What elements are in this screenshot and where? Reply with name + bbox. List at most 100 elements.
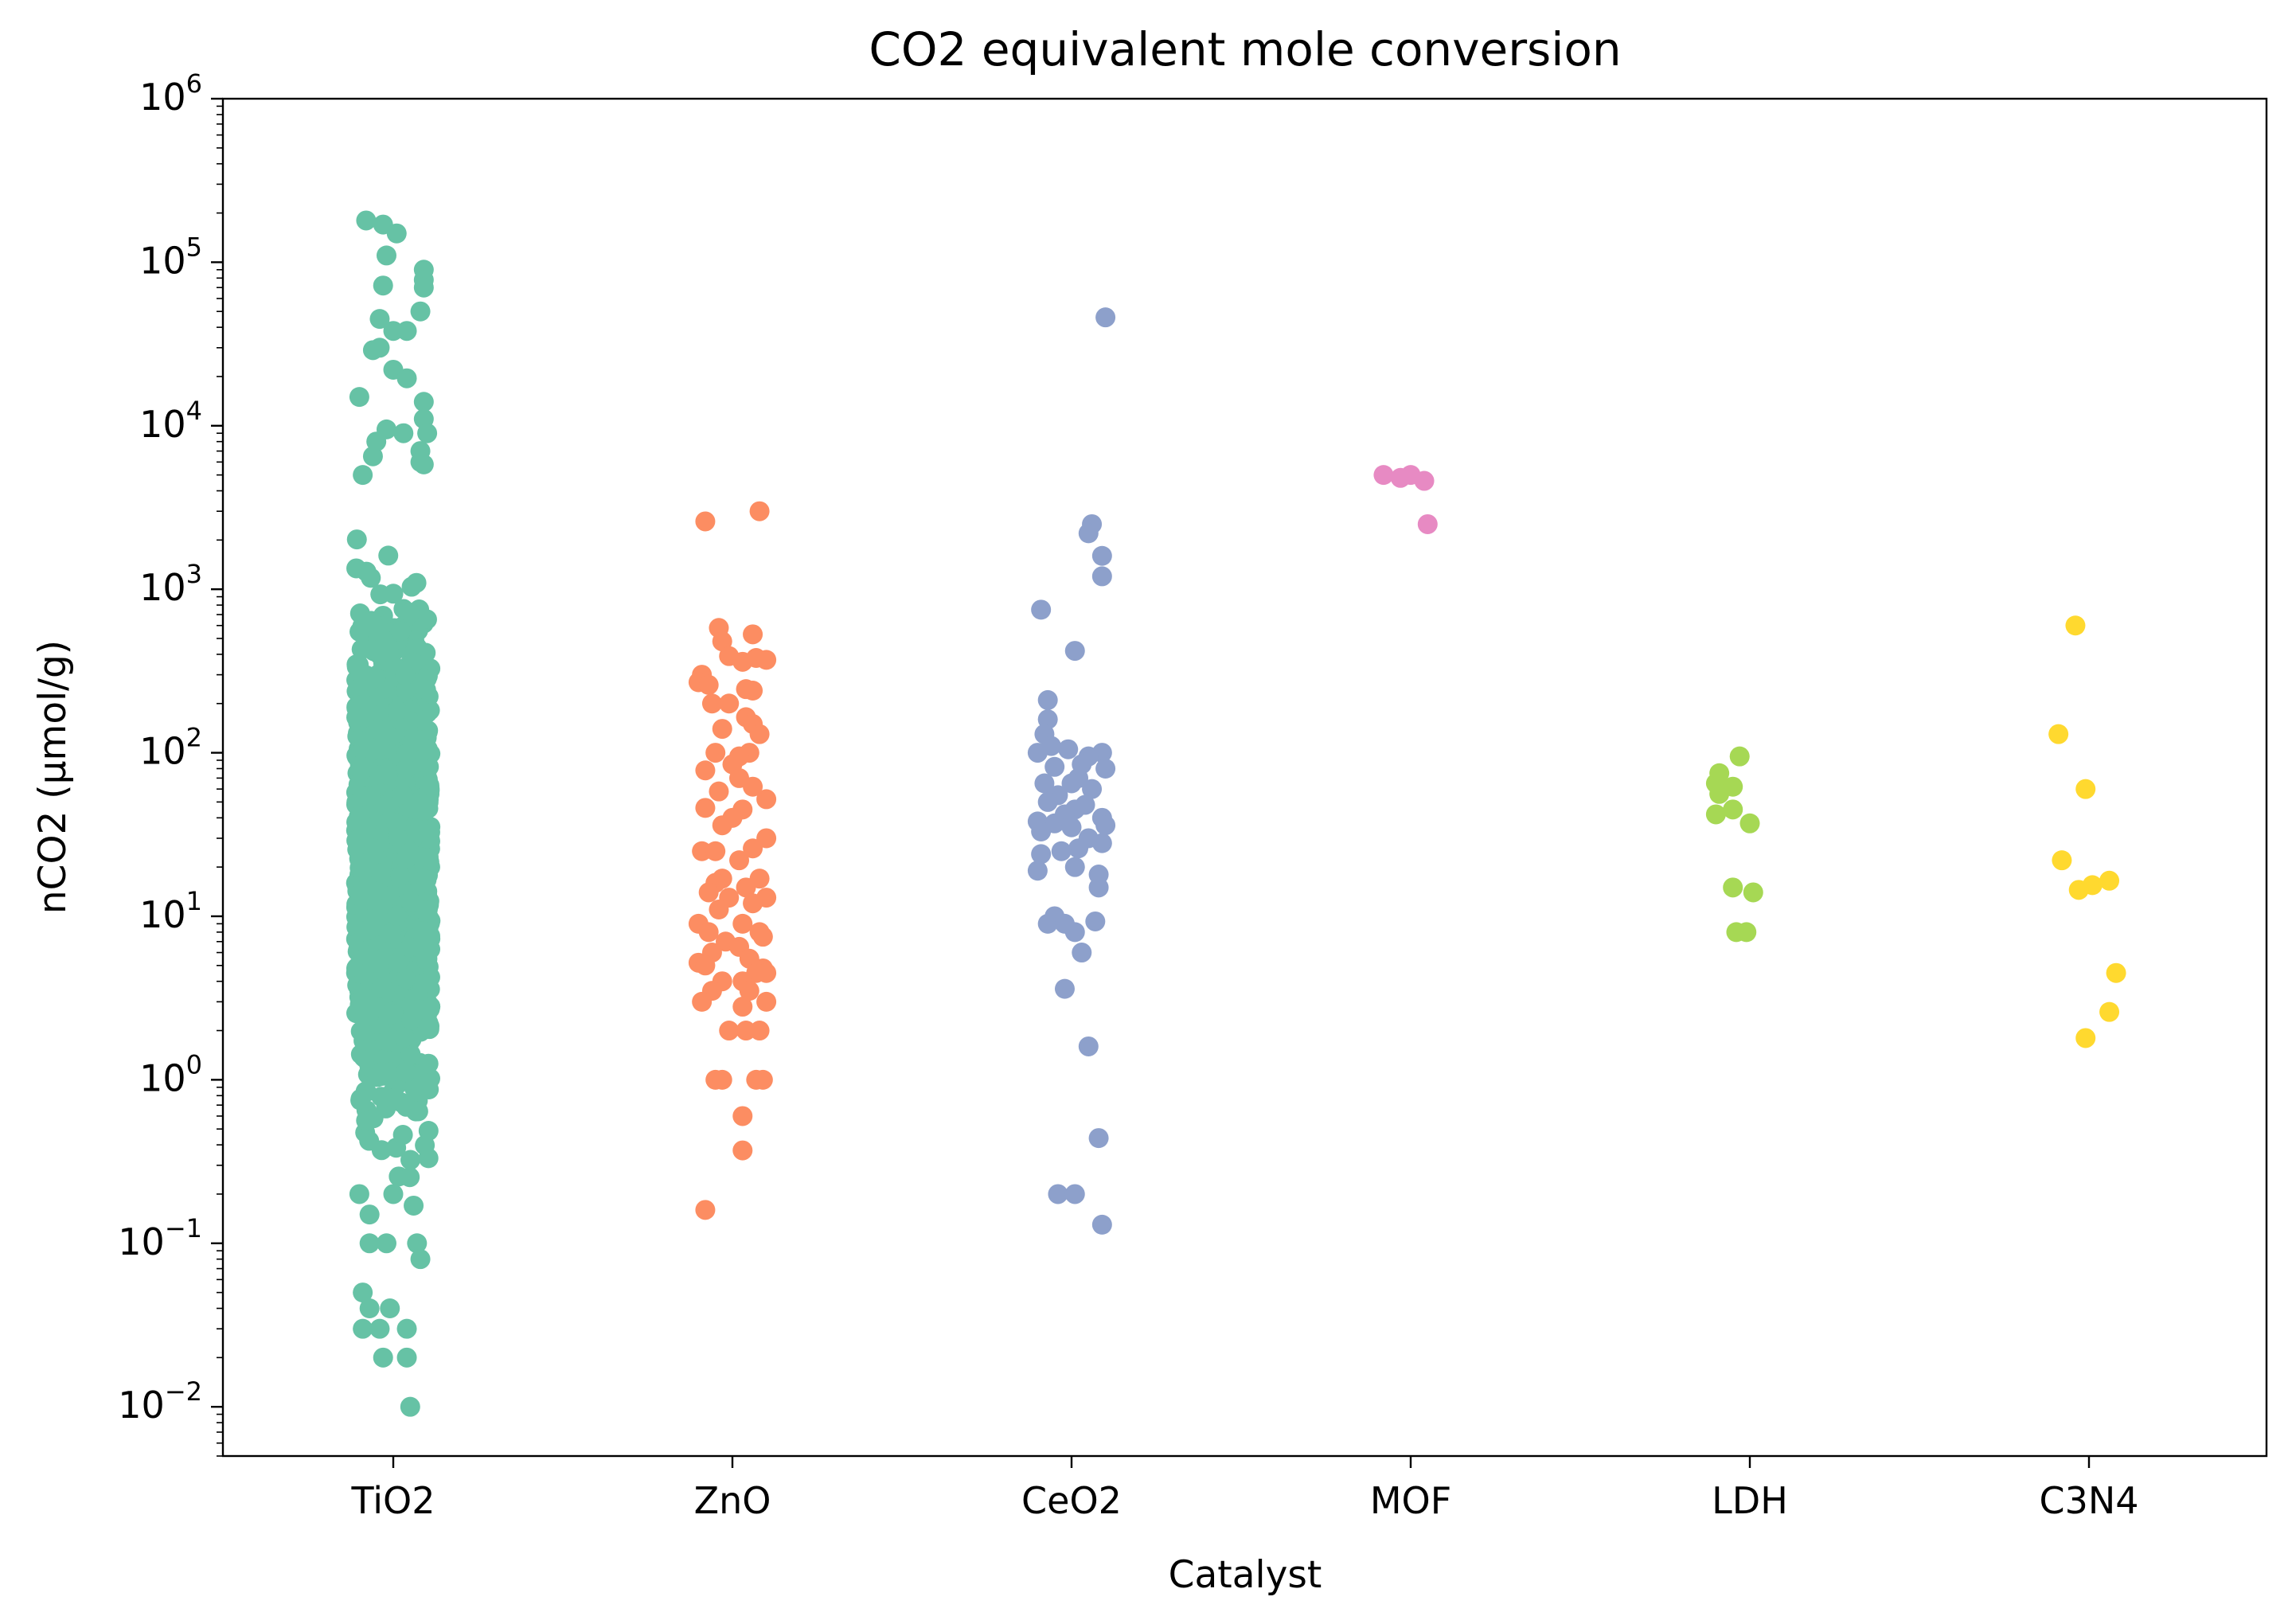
- data-point: [1027, 743, 1048, 763]
- data-point: [350, 1021, 371, 1041]
- data-point: [390, 866, 411, 887]
- data-point: [386, 813, 407, 833]
- data-point: [1034, 773, 1055, 794]
- data-point: [359, 1298, 380, 1319]
- data-point: [387, 701, 408, 721]
- data-point: [732, 913, 753, 934]
- data-point: [371, 1062, 392, 1083]
- data-point: [395, 968, 416, 989]
- data-point: [418, 1053, 439, 1074]
- data-point: [371, 978, 392, 998]
- data-point: [1088, 877, 1109, 898]
- data-point: [349, 387, 369, 408]
- data-point: [404, 1195, 424, 1216]
- data-point: [749, 724, 770, 744]
- data-point: [732, 997, 753, 1017]
- data-point: [415, 1135, 435, 1156]
- data-point: [371, 863, 392, 884]
- y-axis-ticks: 10−2 10−1 100 101 102 103 104 105 106: [118, 68, 223, 1457]
- data-point: [383, 321, 404, 342]
- data-point: [695, 955, 716, 976]
- data-point: [362, 340, 383, 361]
- x-axis-label: Catalyst: [1169, 1553, 1322, 1597]
- data-point: [695, 511, 716, 532]
- data-point: [1095, 815, 1116, 836]
- series-tio2: [346, 210, 441, 1417]
- data-point: [353, 880, 373, 901]
- data-point: [406, 572, 427, 593]
- data-point: [705, 841, 726, 861]
- data-point: [387, 952, 408, 973]
- data-point: [1061, 817, 1082, 837]
- y-tick-label: 105: [139, 232, 202, 282]
- data-point: [396, 368, 417, 388]
- data-point: [394, 1027, 415, 1048]
- data-point: [1044, 756, 1065, 777]
- data-point: [417, 948, 438, 969]
- data-point: [1743, 882, 1763, 903]
- data-point: [1064, 1184, 1085, 1204]
- data-point: [396, 1062, 416, 1083]
- data-point: [420, 1016, 440, 1036]
- data-point: [698, 674, 719, 695]
- data-point: [2106, 962, 2126, 983]
- data-point: [396, 744, 417, 764]
- data-point: [349, 1184, 369, 1204]
- data-point: [732, 1140, 753, 1161]
- data-point: [1031, 821, 1052, 841]
- data-point: [1027, 861, 1048, 881]
- data-point: [2052, 850, 2072, 871]
- data-point: [362, 446, 383, 467]
- data-point: [1729, 746, 1750, 767]
- data-point: [701, 693, 722, 714]
- data-point: [756, 991, 777, 1012]
- data-point: [395, 665, 416, 685]
- data-point: [355, 1004, 376, 1025]
- data-point: [1723, 877, 1743, 898]
- y-axis-label: nCO2 (μmol/g): [31, 640, 75, 914]
- data-point: [692, 991, 713, 1012]
- data-point: [377, 1031, 397, 1052]
- y-tick-label: 106: [139, 68, 202, 119]
- data-point: [2075, 779, 2096, 799]
- data-point: [1095, 307, 1116, 328]
- series-mof: [1373, 465, 1438, 534]
- data-point: [743, 680, 763, 701]
- data-point: [408, 730, 428, 751]
- data-point: [376, 1233, 396, 1254]
- data-point: [1031, 844, 1052, 865]
- data-point: [1723, 799, 1743, 820]
- data-point: [732, 1106, 753, 1126]
- data-point: [409, 999, 430, 1020]
- data-point: [743, 776, 763, 797]
- data-point: [369, 720, 389, 740]
- data-point: [1739, 813, 1760, 833]
- data-point: [695, 1200, 716, 1220]
- data-point: [406, 793, 427, 814]
- data-point: [359, 1204, 380, 1225]
- data-point: [383, 1088, 404, 1109]
- data-point: [378, 545, 399, 566]
- data-point: [400, 1396, 420, 1417]
- y-tick-label: 10−2: [118, 1376, 202, 1427]
- data-point: [756, 962, 777, 983]
- x-tick-label-tio2: TiO2: [351, 1479, 435, 1522]
- data-point: [719, 693, 740, 714]
- data-point: [410, 301, 431, 322]
- data-point: [396, 1347, 417, 1368]
- data-point: [414, 973, 435, 994]
- data-point: [729, 850, 750, 871]
- data-point: [386, 223, 407, 244]
- data-point: [2048, 724, 2069, 744]
- data-point: [2099, 870, 2120, 891]
- data-point: [392, 784, 412, 805]
- data-point: [1064, 641, 1085, 662]
- data-point: [353, 1318, 373, 1339]
- data-point: [413, 454, 434, 474]
- data-point: [719, 1021, 740, 1041]
- data-point: [756, 789, 777, 810]
- data-point: [356, 561, 377, 582]
- data-point: [420, 1068, 441, 1089]
- data-point: [356, 210, 377, 231]
